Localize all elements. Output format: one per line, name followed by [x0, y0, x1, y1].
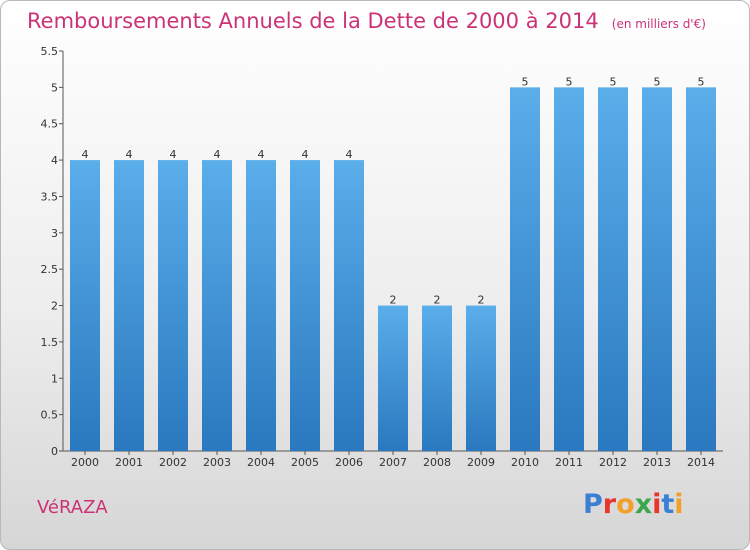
bar: [554, 87, 584, 451]
bar-value-label: 4: [126, 148, 133, 161]
chart-title-main: Remboursements Annuels de la Dette de 20…: [27, 9, 599, 33]
x-tick-label: 2000: [71, 456, 99, 469]
bar: [70, 160, 100, 451]
bar-value-label: 5: [654, 75, 661, 88]
bar-value-label: 4: [82, 148, 89, 161]
x-tick-label: 2014: [687, 456, 715, 469]
y-tick-label: 3: [51, 227, 58, 240]
y-tick-label: 2: [51, 300, 58, 313]
x-tick-label: 2005: [291, 456, 319, 469]
x-tick-label: 2008: [423, 456, 451, 469]
bar: [510, 87, 540, 451]
chart-unit: (en milliers d'€): [611, 17, 706, 31]
bar: [466, 305, 496, 451]
chart-title: Remboursements Annuels de la Dette de 20…: [27, 9, 706, 33]
logo-letter: t: [661, 489, 675, 520]
y-tick-label: 0.5: [41, 409, 59, 422]
bar-value-label: 4: [302, 148, 309, 161]
bar: [598, 87, 628, 451]
x-tick-label: 2010: [511, 456, 539, 469]
x-tick-label: 2013: [643, 456, 671, 469]
x-tick-label: 2004: [247, 456, 275, 469]
bar: [202, 160, 232, 451]
bar-value-label: 2: [434, 294, 441, 307]
bar: [642, 87, 672, 451]
y-tick-label: 3.5: [41, 190, 59, 203]
commune-name: VéRAZA: [37, 497, 108, 518]
y-tick-label: 4.5: [41, 118, 59, 131]
bar: [158, 160, 188, 451]
logo-letter: i: [652, 489, 662, 520]
logo-letter: o: [616, 489, 635, 520]
bar: [422, 305, 452, 451]
y-tick-label: 4: [51, 154, 58, 167]
bar-value-label: 5: [566, 75, 573, 88]
bar: [686, 87, 716, 451]
x-tick-label: 2012: [599, 456, 627, 469]
bar-value-label: 2: [478, 294, 485, 307]
logo-letter: x: [634, 489, 653, 520]
logo-letter: i: [674, 489, 684, 520]
bar-value-label: 5: [610, 75, 617, 88]
logo-letter: r: [602, 489, 617, 520]
x-tick-label: 2001: [115, 456, 143, 469]
x-tick-label: 2007: [379, 456, 407, 469]
y-tick-label: 5.5: [41, 45, 59, 58]
bar: [246, 160, 276, 451]
bar: [114, 160, 144, 451]
bar-value-label: 5: [522, 75, 529, 88]
bar: [378, 305, 408, 451]
bar-value-label: 2: [390, 294, 397, 307]
y-tick-label: 2.5: [41, 263, 59, 276]
bar-value-label: 4: [170, 148, 177, 161]
x-tick-label: 2011: [555, 456, 583, 469]
y-tick-label: 1: [51, 372, 58, 385]
proxiti-logo: Proxiti: [583, 489, 684, 520]
bar-value-label: 5: [698, 75, 705, 88]
bar-value-label: 4: [346, 148, 353, 161]
logo-letter: P: [583, 489, 603, 520]
x-tick-label: 2006: [335, 456, 363, 469]
bar: [290, 160, 320, 451]
bar-value-label: 4: [258, 148, 265, 161]
bar-value-label: 4: [214, 148, 221, 161]
y-tick-label: 0: [51, 445, 58, 458]
y-tick-label: 5: [51, 81, 58, 94]
bar: [334, 160, 364, 451]
x-tick-label: 2003: [203, 456, 231, 469]
x-tick-label: 2009: [467, 456, 495, 469]
x-tick-label: 2002: [159, 456, 187, 469]
y-tick-label: 1.5: [41, 336, 59, 349]
